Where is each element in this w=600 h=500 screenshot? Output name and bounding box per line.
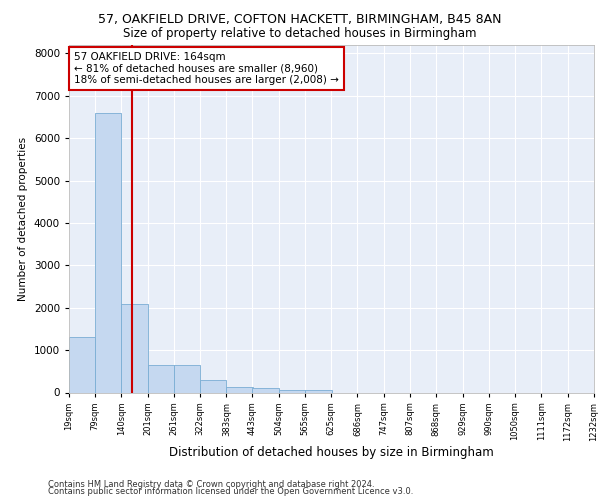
Bar (173, 366, 200, 392)
Bar (95, 113, 121, 392)
Bar (226, 386, 253, 392)
Y-axis label: Number of detached properties: Number of detached properties (18, 136, 28, 301)
Bar (200, 380, 226, 392)
Text: Contains public sector information licensed under the Open Government Licence v3: Contains public sector information licen… (48, 487, 413, 496)
Text: Size of property relative to detached houses in Birmingham: Size of property relative to detached ho… (123, 28, 477, 40)
Text: 57, OAKFIELD DRIVE, COFTON HACKETT, BIRMINGHAM, B45 8AN: 57, OAKFIELD DRIVE, COFTON HACKETT, BIRM… (98, 12, 502, 26)
Bar (69, 338, 95, 392)
Bar (279, 390, 305, 392)
Bar (121, 304, 148, 392)
Text: 57 OAKFIELD DRIVE: 164sqm
← 81% of detached houses are smaller (8,960)
18% of se: 57 OAKFIELD DRIVE: 164sqm ← 81% of detac… (74, 52, 339, 85)
Text: Contains HM Land Registry data © Crown copyright and database right 2024.: Contains HM Land Registry data © Crown c… (48, 480, 374, 489)
Bar (148, 365, 174, 392)
Bar (305, 390, 331, 392)
X-axis label: Distribution of detached houses by size in Birmingham: Distribution of detached houses by size … (169, 446, 494, 459)
Bar (253, 388, 279, 392)
